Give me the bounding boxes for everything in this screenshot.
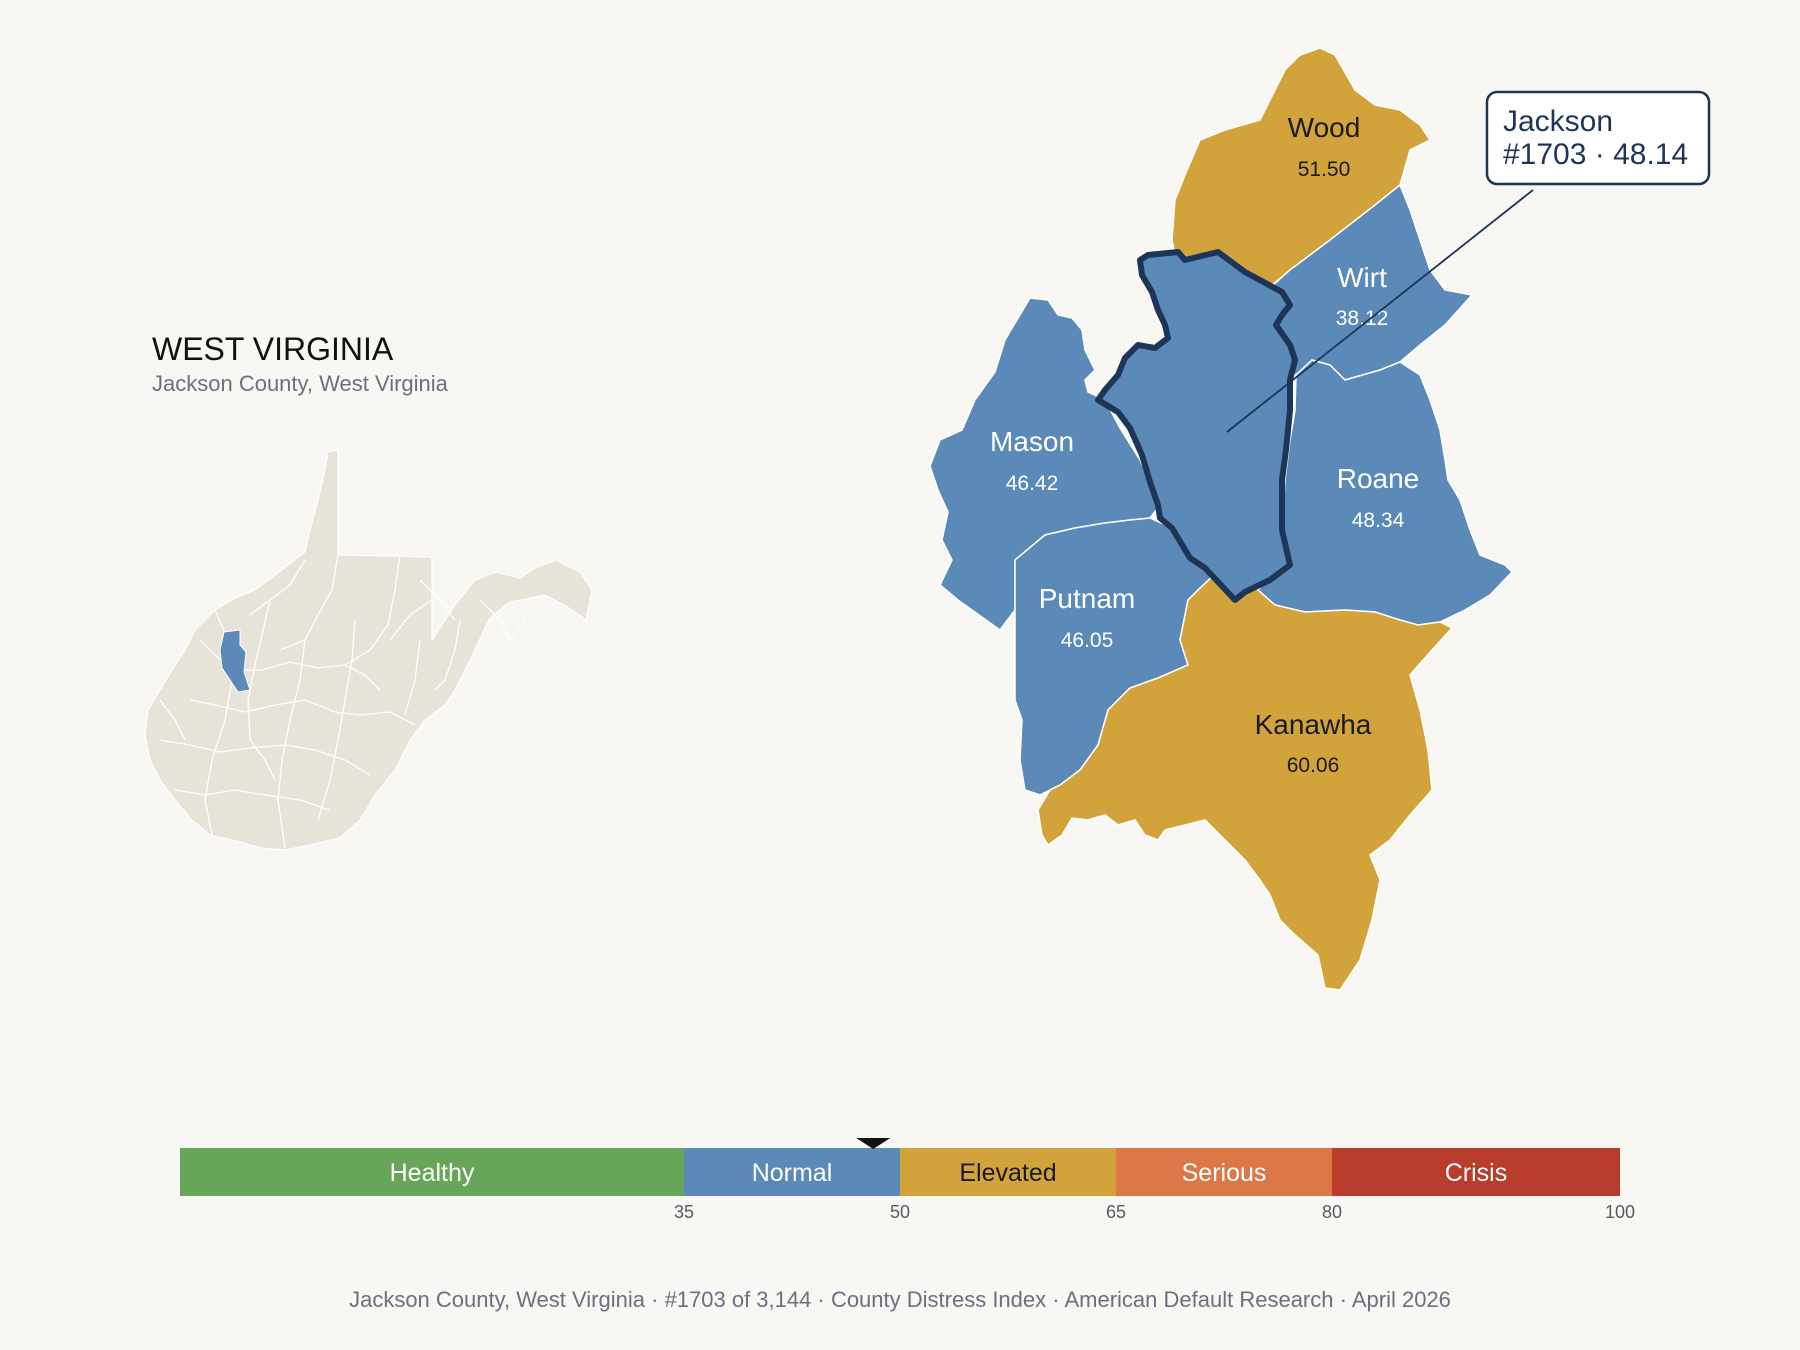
scale-tick-label: 35 [674,1202,694,1222]
scale-band-serious [1116,1148,1332,1196]
footer-separator: · [645,1287,665,1312]
county-jackson[interactable] [1095,249,1298,603]
footer-item: #1703 of 3,144 [665,1287,812,1312]
county-value-wirt: 38.12 [1336,307,1389,330]
county-value-kanawha: 60.06 [1287,754,1340,777]
footer-item: American Default Research [1064,1287,1333,1312]
footer-separator: · [811,1287,831,1312]
county-value-putnam: 46.05 [1061,629,1114,652]
scale-band-crisis [1332,1148,1620,1196]
county-label-wood: Wood [1288,112,1361,143]
county-label-roane: Roane [1337,463,1420,494]
regional-map [929,47,1514,991]
scale-tick-label: 50 [890,1202,910,1222]
footer-item: Jackson County, West Virginia [349,1287,646,1312]
scale-band-elevated [900,1148,1116,1196]
scale-tick-label: 80 [1322,1202,1342,1222]
scale-band-normal [684,1148,900,1196]
state-inset-map [144,449,593,851]
county-label-putnam: Putnam [1039,583,1136,614]
state-subtitle: Jackson County, West Virginia [152,371,449,396]
scale-tick-label: 100 [1605,1202,1635,1222]
footer-caption: Jackson County, West Virginia · #1703 of… [349,1287,1451,1312]
state-title: WEST VIRGINIA [152,331,394,367]
state-outline [144,449,593,851]
footer-separator: · [1334,1287,1352,1312]
footer-item: April 2026 [1352,1287,1451,1312]
callout-rank-value: #1703 · 48.14 [1503,138,1688,171]
callout-box [1485,90,1711,186]
county-label-wirt: Wirt [1337,262,1387,293]
callout-leader-line [1226,189,1534,433]
county-label-mason: Mason [990,426,1074,457]
scale-band-label-crisis: Crisis [1445,1159,1508,1187]
distress-scale: Healthy Normal Elevated Serious Crisis 35 50 65… [180,1138,1635,1222]
scale-band-label-healthy: Healthy [390,1159,475,1187]
county-label-kanawha: Kanawha [1255,709,1372,740]
county-value-mason: 46.42 [1006,472,1059,495]
footer-item: County Distress Index [831,1287,1046,1312]
footer-separator: · [1046,1287,1064,1312]
scale-band-label-elevated: Elevated [959,1159,1056,1187]
county-value-wood: 51.50 [1298,158,1351,181]
scale-tick-label: 65 [1106,1202,1126,1222]
inset-jackson-highlight [219,629,251,693]
scale-band-label-normal: Normal [752,1159,833,1187]
county-kanawha [1037,558,1454,991]
scale-band-healthy [180,1148,684,1196]
scale-band-label-serious: Serious [1182,1159,1267,1187]
county-value-roane: 48.34 [1352,509,1405,532]
callout-county-name: Jackson [1503,105,1613,138]
scale-marker-icon [856,1138,891,1149]
